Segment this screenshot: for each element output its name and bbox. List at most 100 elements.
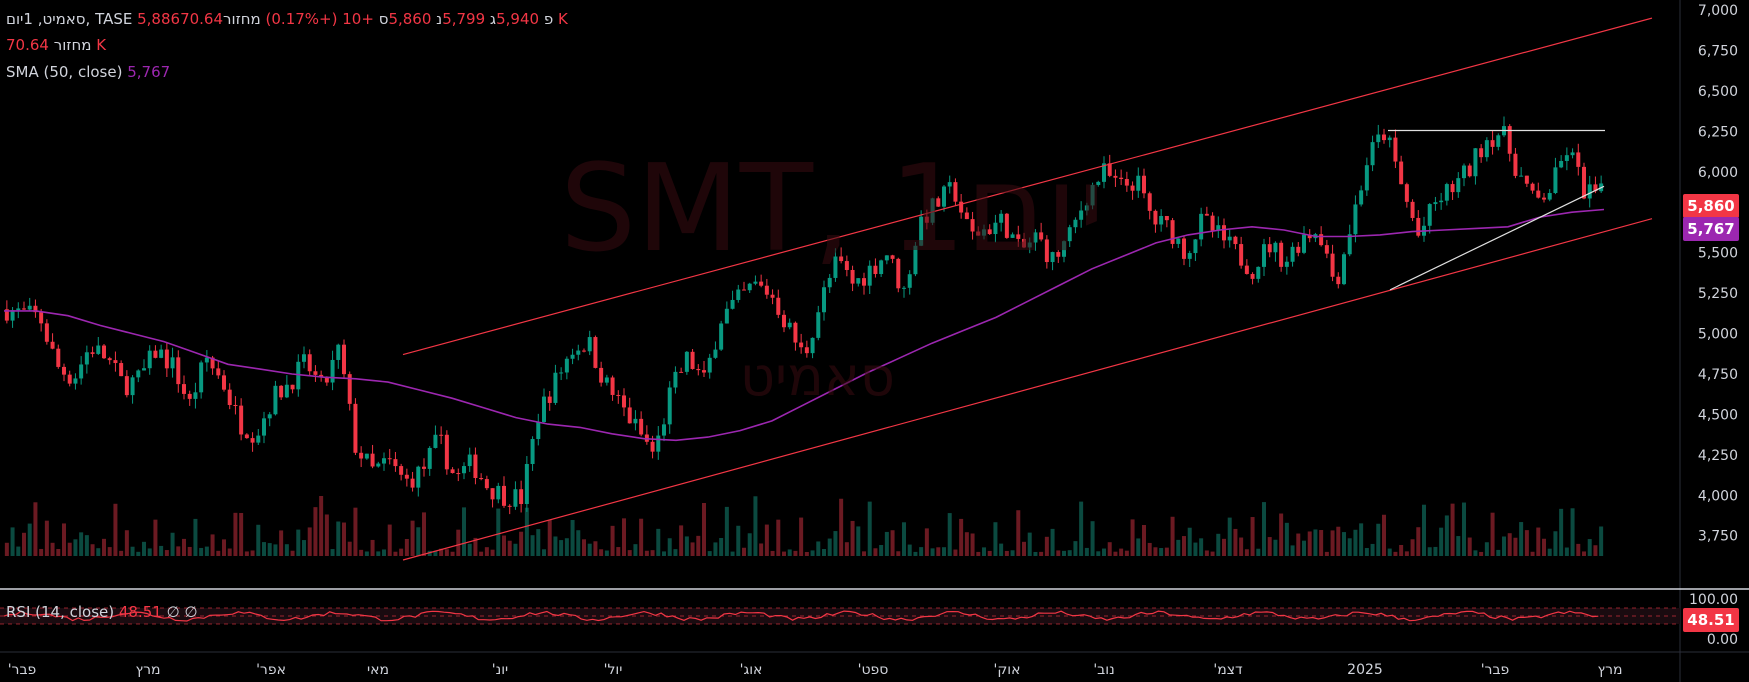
volume-bar bbox=[244, 551, 249, 556]
candle-body bbox=[387, 458, 392, 460]
candle-body bbox=[1330, 253, 1335, 277]
candle-body bbox=[759, 281, 764, 286]
volume-bar bbox=[1530, 551, 1535, 556]
volume-bar bbox=[1204, 550, 1209, 556]
volume-bar bbox=[547, 519, 552, 556]
sma-legend[interactable]: SMA (50, close) 5,767 bbox=[6, 63, 170, 81]
candle-body bbox=[622, 395, 626, 408]
volume-bar bbox=[1410, 539, 1415, 556]
volume-bar bbox=[107, 547, 112, 556]
time-label: 'יול bbox=[604, 662, 623, 678]
volume-bar bbox=[1107, 542, 1112, 556]
candle-body bbox=[1387, 137, 1392, 141]
candle-body bbox=[1022, 238, 1026, 248]
symbol-name[interactable]: סאמיט, 1יום, TASE bbox=[6, 10, 133, 28]
volume-bar bbox=[79, 532, 84, 556]
volume-bar bbox=[176, 546, 181, 556]
candle-body bbox=[256, 435, 261, 443]
volume-bar bbox=[142, 541, 146, 556]
candle-body bbox=[1410, 201, 1415, 218]
volume-bar bbox=[347, 541, 352, 556]
volume-bar bbox=[1124, 550, 1129, 556]
candle-body bbox=[102, 345, 106, 359]
volume-bar bbox=[816, 541, 821, 556]
volume-bar bbox=[1062, 550, 1066, 556]
ohlc-legend[interactable]: סאמיט, 1יום, TASE 5,886 פ 5,940ג 5,799נ 5… bbox=[6, 10, 568, 28]
candle-body bbox=[822, 287, 826, 313]
volume-bar bbox=[747, 533, 752, 556]
candle-body bbox=[393, 459, 398, 467]
volume-bar bbox=[210, 534, 215, 556]
candle-body bbox=[1176, 238, 1181, 244]
volume-bar bbox=[587, 543, 592, 556]
candle-body bbox=[324, 377, 329, 383]
volume-bar bbox=[227, 548, 232, 556]
candle-body bbox=[947, 182, 952, 187]
candle-body bbox=[1479, 148, 1484, 158]
volume-bar bbox=[879, 545, 884, 556]
candle-body bbox=[1582, 166, 1586, 199]
volume-bar bbox=[444, 549, 449, 556]
time-label: 'יונ bbox=[492, 662, 508, 678]
candle-body bbox=[1039, 232, 1044, 240]
price-tick-label: 6,500 bbox=[1698, 84, 1738, 100]
volume-bar bbox=[467, 543, 472, 556]
candle-body bbox=[142, 368, 146, 371]
volume-bar bbox=[742, 547, 746, 556]
channel-lower-line bbox=[402, 218, 1653, 561]
candle-body bbox=[1273, 242, 1278, 253]
candle-body bbox=[1296, 246, 1301, 253]
candle-body bbox=[1084, 205, 1089, 211]
volume-bar bbox=[153, 519, 158, 556]
candle-body bbox=[1490, 140, 1495, 147]
volume-bar bbox=[1364, 548, 1369, 556]
candle-body bbox=[96, 345, 101, 354]
volume-bar bbox=[1250, 517, 1255, 556]
rsi-line bbox=[3, 610, 1599, 622]
volume-bar bbox=[164, 550, 169, 556]
candle-body bbox=[873, 265, 878, 275]
candle-body bbox=[313, 371, 318, 375]
price-tick-label: 7,000 bbox=[1698, 3, 1738, 19]
volume-bar bbox=[987, 550, 992, 556]
volume-bar bbox=[502, 535, 506, 556]
volume-bar bbox=[450, 551, 455, 556]
candle-body bbox=[639, 418, 644, 435]
volume-bar bbox=[850, 520, 855, 556]
candle-body bbox=[1359, 190, 1364, 205]
time-label: 'אוק bbox=[994, 662, 1021, 678]
volume-bar bbox=[1547, 548, 1552, 556]
volume-bar bbox=[1427, 547, 1432, 556]
volume-bar bbox=[702, 503, 706, 556]
volume-bar bbox=[439, 548, 444, 556]
volume-bar bbox=[862, 551, 866, 556]
volume-bar bbox=[1324, 551, 1329, 556]
volume-bar bbox=[1216, 533, 1221, 556]
volume-bar bbox=[393, 551, 398, 556]
volume-bar bbox=[673, 549, 678, 556]
volume-bar bbox=[1267, 537, 1272, 556]
candle-body bbox=[827, 277, 832, 288]
price-tick-label: 4,500 bbox=[1698, 407, 1738, 423]
volume-bar bbox=[610, 525, 615, 556]
volume-bar bbox=[84, 535, 89, 556]
volume-bar bbox=[919, 547, 924, 556]
candle-body bbox=[599, 367, 604, 383]
volume-bar bbox=[690, 542, 695, 556]
candle-body bbox=[62, 366, 66, 375]
candle-body bbox=[342, 344, 346, 375]
volume-bar bbox=[936, 547, 941, 556]
candle-body bbox=[490, 488, 495, 500]
candle-body bbox=[296, 361, 301, 390]
volume-bar bbox=[633, 544, 638, 556]
volume-bar bbox=[902, 522, 906, 556]
volume-legend[interactable]: מחזור 70.64 K bbox=[6, 36, 106, 54]
candle-body bbox=[164, 349, 169, 369]
rsi-legend[interactable]: RSI (14, close) 48.51 ∅ ∅ bbox=[6, 603, 198, 621]
volume-bar bbox=[764, 524, 769, 556]
volume-bar bbox=[33, 502, 38, 556]
volume-bar bbox=[1210, 551, 1215, 556]
volume-bar bbox=[159, 545, 164, 556]
name-watermark: סאמיט bbox=[740, 345, 895, 408]
